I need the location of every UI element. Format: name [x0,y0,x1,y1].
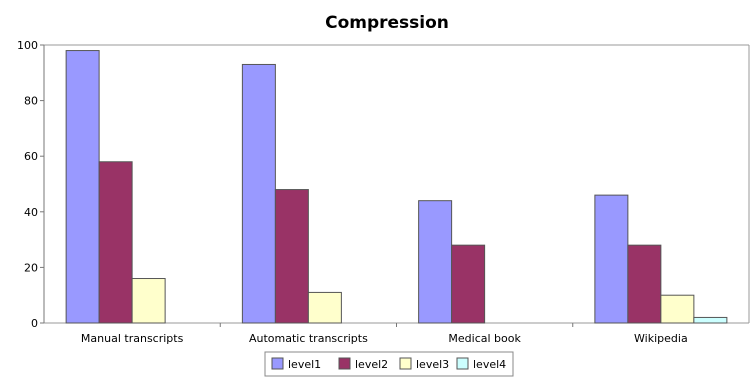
bar-level2 [274,189,309,324]
y-tick-label: 20 [24,261,38,274]
bar-level3 [307,291,342,324]
y-tick-label: 40 [24,206,38,219]
y-tick-label: 100 [17,39,38,52]
bar-level4 [693,316,728,324]
bar-level2 [451,244,486,324]
y-tick-label: 0 [31,317,38,330]
y-tick-label: 80 [24,95,38,108]
legend-box [264,351,514,377]
bar-level2 [627,244,662,324]
legend-item-level1[interactable]: level1 [271,357,321,371]
legend-label: level2 [355,358,388,371]
x-axis: Manual transcripts Automatic transcripts M… [81,323,688,345]
legend-label: level1 [288,358,321,371]
legend-swatch [399,357,412,370]
x-tick-label: Wikipedia [634,332,688,345]
legend-swatch [338,357,351,370]
bars [65,50,728,324]
bar-level3 [131,278,166,324]
bar-level1 [241,63,276,324]
x-tick-label: Manual transcripts [81,332,184,345]
x-tick-label: Medical book [448,332,521,345]
x-tick-label: Automatic transcripts [249,332,368,345]
legend-swatch [456,357,469,370]
y-axis: 0 20 40 60 80 100 [17,39,45,330]
legend-item-level3[interactable]: level3 [399,357,449,371]
legend-label: level4 [473,358,506,371]
legend-item-level2[interactable]: level2 [338,357,388,371]
chart-title: Compression [325,13,449,33]
legend-swatch [271,357,284,370]
bar-level1 [594,194,629,324]
legend[interactable]: level1 level2 level3 level4 [264,351,514,377]
legend-label: level3 [416,358,449,371]
legend-item-level4[interactable]: level4 [456,357,506,371]
bar-level2 [98,161,133,324]
y-tick-label: 60 [24,150,38,163]
bar-level3 [660,294,695,324]
bar-level1 [418,200,453,324]
bar-level1 [65,50,100,324]
